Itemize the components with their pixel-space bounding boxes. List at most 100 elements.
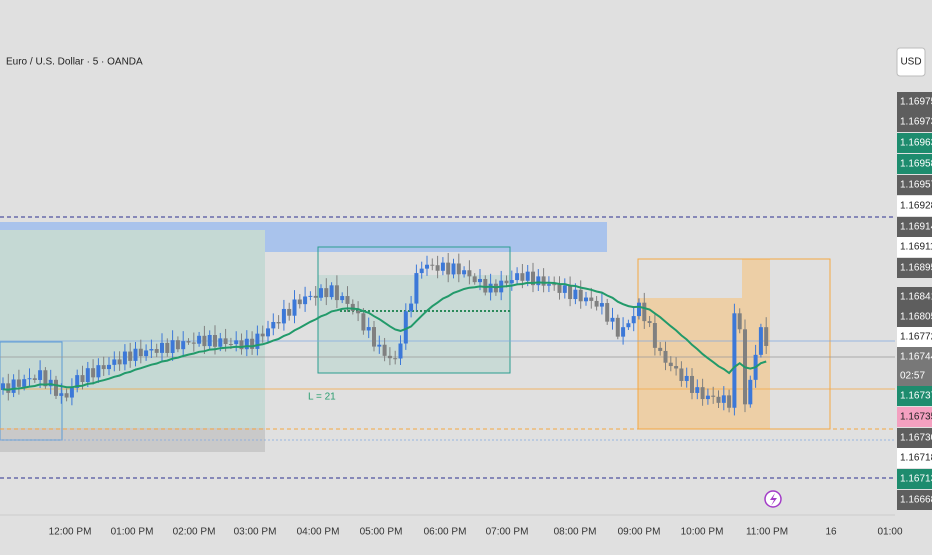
- candle-body: [557, 284, 562, 293]
- candle-body: [467, 270, 472, 277]
- price-label: 1.16914: [900, 222, 932, 233]
- price-label-bg: [897, 258, 932, 278]
- candle-body: [64, 393, 69, 398]
- candle-body: [584, 297, 588, 302]
- zone: [742, 259, 770, 299]
- price-label: 1.16737: [900, 391, 932, 402]
- price-label: 1.16718: [900, 453, 932, 464]
- candle-body: [107, 364, 111, 370]
- candle-body: [520, 273, 525, 281]
- candle-body: [509, 280, 514, 284]
- price-label-bg: [897, 490, 932, 510]
- candle-body: [398, 343, 403, 359]
- candle-body: [32, 378, 37, 380]
- price-label-bg: [897, 92, 932, 112]
- candle-body: [700, 387, 705, 400]
- candle-body: [1, 383, 5, 390]
- price-label-bg: [897, 237, 932, 257]
- zone-outline: [637, 258, 831, 430]
- candle-body: [149, 349, 154, 351]
- candle-body: [425, 264, 429, 269]
- price-label: 1.16730: [900, 433, 932, 444]
- candle-body: [228, 344, 233, 346]
- time-label: 04:00 PM: [297, 527, 340, 538]
- currency[interactable]: USD: [900, 57, 921, 68]
- candle-body: [80, 375, 85, 382]
- candle-body: [546, 284, 551, 286]
- price-label: 1.16735: [900, 412, 932, 423]
- candle-body: [101, 365, 106, 370]
- price-label: 1.16975: [900, 97, 932, 108]
- currency-button[interactable]: [896, 47, 926, 77]
- candle-body: [59, 393, 64, 396]
- candle-body: [345, 296, 350, 304]
- candle-body: [705, 395, 710, 400]
- candle-body: [303, 296, 308, 305]
- candle-body: [711, 395, 716, 397]
- candle-body: [626, 323, 631, 328]
- price-label-bg: [897, 217, 932, 237]
- candle-body: [276, 321, 281, 324]
- candle-body: [658, 347, 663, 351]
- candle-body: [615, 317, 620, 337]
- candle-body: [16, 379, 21, 387]
- candle-body: [414, 273, 419, 304]
- price-label: 1.16668: [900, 495, 932, 506]
- candle-body: [186, 341, 191, 343]
- price-label: 1.16928: [900, 201, 932, 212]
- candle-body: [117, 359, 122, 365]
- candle-body: [191, 342, 196, 344]
- candle-body: [22, 379, 27, 387]
- price-label-bg: [897, 366, 932, 386]
- zone: [0, 230, 265, 428]
- price-label: 1.16957: [900, 180, 932, 191]
- candle-body: [85, 368, 90, 382]
- candle-body: [737, 313, 742, 330]
- price-label-bg: [897, 307, 932, 327]
- candle-body: [287, 308, 292, 316]
- candle-body: [350, 303, 355, 311]
- candle-body: [536, 276, 541, 286]
- candle-body: [27, 378, 32, 380]
- time-label: 12:00 PM: [49, 527, 92, 538]
- time-label: 08:00 PM: [554, 527, 597, 538]
- candle-body: [112, 359, 117, 365]
- candle-body: [324, 288, 329, 298]
- candle-body: [409, 303, 414, 312]
- candle-body: [758, 327, 763, 355]
- candle-body: [48, 379, 53, 387]
- candle-body: [366, 327, 371, 331]
- candle-body: [160, 342, 164, 353]
- candle-body: [764, 327, 769, 346]
- candle-body: [202, 335, 207, 347]
- candle-body: [144, 350, 149, 357]
- candle-body: [472, 276, 477, 283]
- price-label-bg: [897, 448, 932, 468]
- price-label: 1.16744: [900, 352, 932, 363]
- candle-body: [716, 396, 721, 403]
- candle-body: [266, 328, 270, 337]
- candle-body: [568, 285, 573, 300]
- candle-body: [456, 263, 461, 275]
- candle-body: [6, 383, 11, 393]
- candle-body: [642, 302, 647, 322]
- candle-body: [531, 271, 535, 286]
- candle-body: [75, 375, 80, 388]
- price-label-bg: [897, 196, 932, 216]
- time-label: 11:00 PM: [746, 527, 788, 538]
- price-label-bg: [897, 407, 932, 427]
- candle-body: [239, 340, 244, 350]
- price-label-bg: [897, 428, 932, 448]
- candle-body: [652, 323, 657, 348]
- candle-body: [260, 333, 265, 337]
- candle-body: [690, 375, 694, 393]
- price-label: 1.16713: [900, 474, 932, 485]
- candle-body: [165, 342, 170, 353]
- candle-body: [308, 295, 313, 297]
- candle-body: [234, 340, 239, 345]
- time-label: 16: [825, 527, 837, 538]
- candle-body: [674, 366, 679, 369]
- candle-body: [250, 338, 255, 349]
